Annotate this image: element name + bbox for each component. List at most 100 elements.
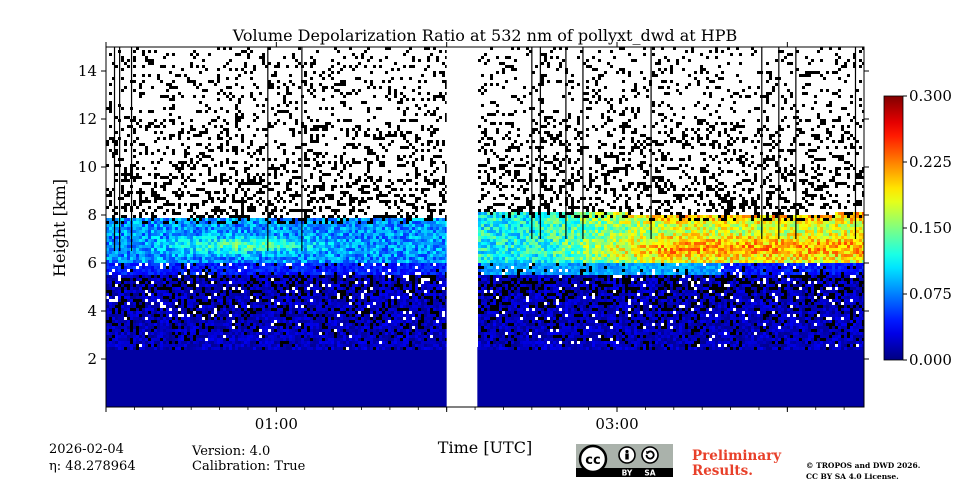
y-tick-label: 12 <box>78 110 97 128</box>
heatmap-cells <box>820 215 823 218</box>
heatmap-cells <box>604 218 850 236</box>
cc-logo-icon <box>578 444 608 474</box>
heatmap-cells <box>769 257 781 263</box>
heatmap-canvas <box>106 47 864 407</box>
heatmap-cells <box>592 221 595 224</box>
heatmap-cells <box>589 230 592 233</box>
heatmap-cells <box>247 254 250 257</box>
heatmap-cells <box>670 236 673 239</box>
colorbar: 0.000 0.075 0.150 0.225 0.300 <box>883 87 952 369</box>
heatmap-cells <box>526 221 619 263</box>
heatmap-cells <box>586 215 739 260</box>
heatmap-cells <box>781 242 784 245</box>
heatmap-cells <box>766 248 769 251</box>
heatmap-cells <box>679 242 682 245</box>
x-axis-label: Time [UTC] <box>438 438 532 457</box>
heatmap-cells <box>490 218 601 236</box>
heatmap-cells <box>811 239 814 242</box>
heatmap-cells <box>151 230 517 257</box>
heatmap-cells <box>808 248 811 251</box>
colorbar-tick-label: 0.075 <box>909 285 952 303</box>
heatmap-cells <box>850 242 853 245</box>
colorbar-gradient <box>883 95 904 361</box>
heatmap-cells <box>691 248 694 251</box>
preliminary-notice: Preliminary Results. <box>692 449 781 479</box>
heatmap-cells <box>844 242 847 245</box>
footer-calibration: Calibration: True <box>192 459 306 474</box>
heatmap-cells <box>691 233 694 236</box>
heatmap-cells <box>124 218 511 257</box>
heatmap-cells <box>109 227 697 272</box>
heatmap-cells <box>841 269 844 272</box>
preliminary-line-2: Results. <box>692 463 753 479</box>
heatmap-cells <box>505 230 652 257</box>
heatmap-cells <box>673 221 856 257</box>
heatmap-cells <box>679 248 682 251</box>
y-axis-label: Height [km] <box>50 179 69 277</box>
heatmap-cells <box>571 221 850 263</box>
heatmap-cells <box>481 221 484 224</box>
heatmap-cells <box>595 254 802 263</box>
heatmap-cells <box>196 221 643 260</box>
cc-license-badge: cc BY SA <box>576 444 673 477</box>
heatmap-cells <box>550 227 628 242</box>
heatmap-cells <box>604 218 745 254</box>
heatmap-cells <box>277 245 280 248</box>
heatmap-cells <box>808 257 811 260</box>
heatmap-cells <box>826 242 862 257</box>
sa-share-icon <box>641 446 659 464</box>
heatmap-cells <box>607 215 850 254</box>
data-gap <box>446 47 478 407</box>
heatmap-cells <box>139 275 859 350</box>
y-tick-label: 8 <box>87 206 97 224</box>
heatmap-cells <box>748 245 751 248</box>
heatmap-cells <box>229 239 232 242</box>
heatmap-cells <box>799 251 817 257</box>
heatmap-cells <box>124 275 853 347</box>
y-tick-label: 6 <box>87 254 97 272</box>
heatmap-cells <box>652 218 847 248</box>
heatmap-cells <box>124 263 784 272</box>
heatmap-cells <box>391 263 859 272</box>
heatmap-cells <box>799 251 802 254</box>
heatmap-cells <box>118 218 601 272</box>
footer-date: 2026-02-04 <box>49 442 124 457</box>
heatmap-cells <box>190 248 193 251</box>
colorbar-tick-label: 0.000 <box>909 351 952 369</box>
heatmap-cells <box>661 239 864 260</box>
heatmap-cells <box>832 239 841 245</box>
heatmap-cells <box>631 221 841 260</box>
heatmap-cells <box>838 242 841 245</box>
heatmap-cells <box>769 248 772 251</box>
colorbar-tick-label: 0.150 <box>909 219 952 237</box>
cc-logo-text: cc <box>585 453 600 468</box>
heatmap-cells <box>718 251 721 254</box>
heatmap-cells <box>694 224 724 242</box>
surface-layer-region <box>106 347 864 407</box>
cc-badge-strip <box>576 468 673 477</box>
heatmap-cells <box>688 254 691 257</box>
copyright-line-2: CC BY SA 4.0 License. <box>806 472 899 481</box>
heatmap-cells <box>775 248 778 251</box>
heatmap-cells <box>781 239 784 242</box>
x-tick-label: 03:00 <box>595 415 638 433</box>
heatmap-cells <box>856 251 859 254</box>
heatmap-cells <box>106 47 864 350</box>
heatmap-cells <box>670 251 673 254</box>
heatmap-cells <box>610 260 613 263</box>
heatmap-cells <box>106 263 859 350</box>
heatmap-cells <box>652 215 655 218</box>
y-tick-label: 2 <box>87 350 97 368</box>
heatmap-cells <box>748 248 751 251</box>
heatmap-cells <box>574 254 577 257</box>
heatmap-cells <box>694 221 787 233</box>
heatmap-cells <box>661 221 835 257</box>
heatmap-cells <box>124 227 436 275</box>
heatmap-cells <box>637 221 649 242</box>
heatmap-cells <box>211 227 562 254</box>
badge-by-label: BY <box>622 469 633 478</box>
heatmap-cells <box>781 218 835 227</box>
heatmap-cells <box>772 269 847 275</box>
heatmap-cells <box>592 239 649 251</box>
